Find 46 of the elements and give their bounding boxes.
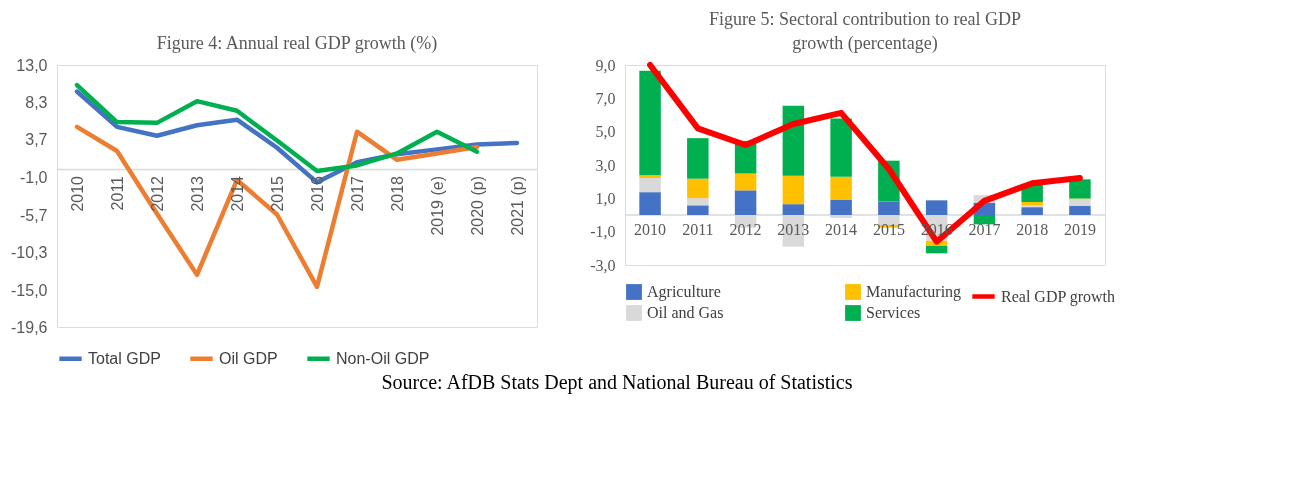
legend-label: Services <box>866 304 921 321</box>
x-tick-label: 2013 <box>777 220 810 238</box>
legend-label: Oil and Gas <box>647 304 724 321</box>
x-tick-label: 2016 <box>308 175 326 212</box>
legend-label: Agriculture <box>647 283 721 301</box>
x-tick-label: 2011 <box>682 220 714 238</box>
y-tick-label: 3,0 <box>595 156 616 174</box>
x-tick-label: 2015 <box>268 175 286 212</box>
y-tick-label: 8,3 <box>25 94 48 112</box>
y-tick-label: 7,0 <box>595 89 616 107</box>
x-tick-label: 2019 <box>1063 220 1096 238</box>
legend-label: Total GDP <box>88 349 161 367</box>
y-tick-label: -10,3 <box>11 243 48 261</box>
x-tick-label: 2018 <box>1016 220 1049 238</box>
x-tick-label: 2020 (p) <box>468 175 486 236</box>
x-tick-label: 2012 <box>148 175 166 212</box>
legend-label: Oil GDP <box>219 349 278 367</box>
y-tick-label: 13,0 <box>16 56 48 74</box>
y-tick-label: -1,0 <box>590 223 616 241</box>
x-tick-label: 2014 <box>228 175 246 212</box>
x-tick-label: 2014 <box>825 220 858 238</box>
x-tick-label: 2010 <box>68 175 86 212</box>
y-tick-label: 3,7 <box>25 131 48 149</box>
y-tick-label: -19,6 <box>11 318 48 336</box>
y-tick-label: -1,0 <box>19 169 48 187</box>
x-tick-label: 2019 (e) <box>428 175 446 236</box>
y-tick-label: -5,7 <box>19 206 48 224</box>
y-tick-label: 5,0 <box>595 123 616 141</box>
y-tick-label: -15,0 <box>11 281 48 299</box>
x-tick-label: 2021 (p) <box>508 175 526 236</box>
x-tick-label: 2013 <box>188 175 206 212</box>
y-tick-label: 1,0 <box>595 189 616 207</box>
x-tick-label: 2017 <box>968 220 1001 238</box>
source-note: Source: AfDB Stats Dept and National Bureau of Statistics <box>381 371 853 394</box>
x-tick-label: 2012 <box>729 220 762 238</box>
legend-label: Non-Oil GDP <box>336 349 430 367</box>
legend-label: Manufacturing <box>866 283 962 301</box>
y-tick-label: 9,0 <box>595 56 616 74</box>
x-tick-label: 2011 <box>108 175 126 211</box>
x-tick-label: 2018 <box>388 175 406 212</box>
x-tick-label: 2017 <box>348 175 366 212</box>
legend-label: Real GDP growth <box>1001 287 1116 306</box>
y-tick-label: -3,0 <box>590 256 616 274</box>
x-tick-label: 2010 <box>634 220 667 238</box>
chart-title: Figure 5: Sectoral contribution to real GDP growth (percentage) <box>709 9 1021 54</box>
chart-title: Figure 4: Annual real GDP growth (%) <box>156 33 438 54</box>
